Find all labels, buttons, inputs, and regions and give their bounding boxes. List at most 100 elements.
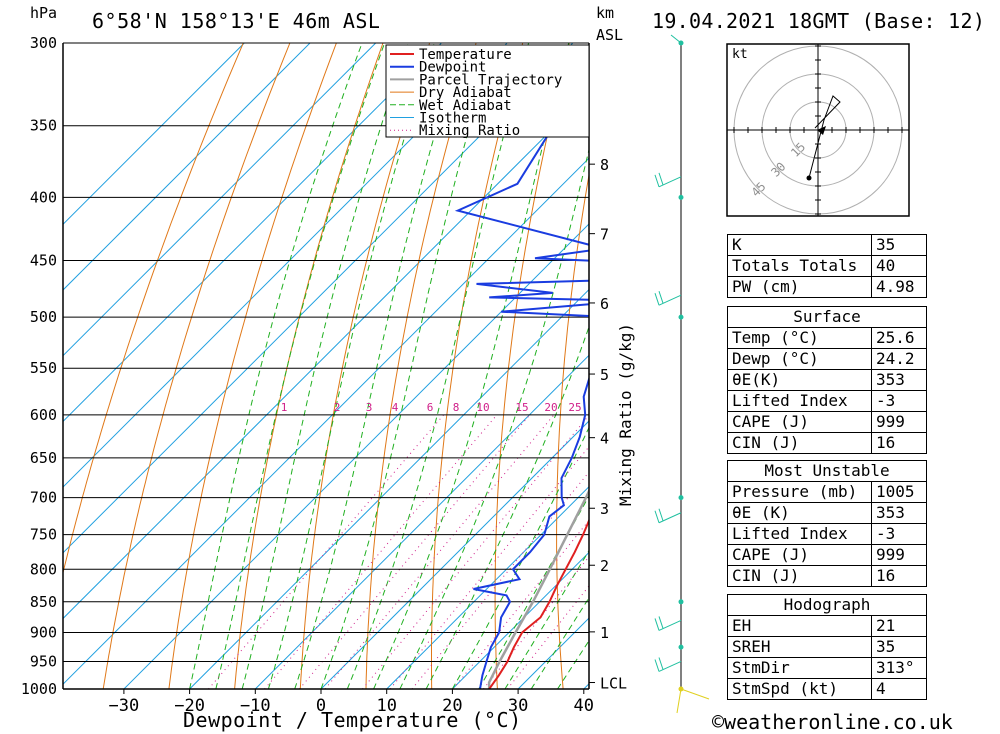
surface-cin-value: 16: [871, 432, 927, 454]
surface-dewp-label: Dewp (°C): [727, 348, 872, 370]
stmspd-value: 4: [871, 678, 927, 700]
sreh-value: 35: [871, 636, 927, 658]
legend-label: Isotherm: [419, 111, 486, 127]
pressure-tick-label: 550: [30, 359, 57, 377]
pressure-unit-label: hPa: [30, 4, 58, 22]
km-tick-label: 1: [600, 624, 609, 642]
surface-row: Lifted Index -3: [727, 390, 927, 412]
km-tick-label: 3: [600, 500, 609, 518]
wet-adiabat-line: [267, 43, 435, 689]
datetime-title: 19.04.2021 18GMT (Base: 12): [652, 9, 986, 33]
mu-thetae-value: 353: [871, 502, 927, 524]
mixing-ratio-label: 8: [453, 401, 460, 414]
pressure-tick-label: 450: [30, 252, 57, 270]
x-tick-label: −10: [240, 696, 271, 716]
legend-label: Dewpoint: [419, 60, 486, 76]
isotherm-line: [254, 354, 589, 689]
wet-adiabat-line: [189, 43, 363, 689]
x-tick-label: 40: [574, 696, 594, 716]
pressure-tick-label: 950: [30, 652, 57, 670]
wind-barb: [670, 34, 682, 44]
surface-cape-label: CAPE (J): [727, 411, 872, 433]
surface-row: Temp (°C) 25.6: [727, 327, 927, 349]
mu-cin-value: 16: [871, 565, 927, 587]
isotherm-line: [63, 157, 589, 685]
stmdir-value: 313°: [871, 657, 927, 679]
km-tick-label: 5: [600, 366, 609, 384]
x-tick-label: −20: [174, 696, 205, 716]
pressure-tick-label: 650: [30, 449, 57, 467]
x-tick-label: 0: [316, 696, 326, 716]
mixing-ratio-line: [389, 445, 589, 689]
isotherm-line: [63, 43, 508, 488]
isotherm-line: [320, 420, 589, 689]
mu-row: Lifted Index -3: [727, 523, 927, 545]
eh-value: 21: [871, 615, 927, 637]
wind-barb: [654, 657, 682, 672]
mixing-ratio-line: [362, 414, 589, 689]
stmdir-label: StmDir: [727, 657, 872, 679]
km-tick-label: 6: [600, 295, 609, 313]
legend-label: Parcel Trajectory: [419, 72, 562, 88]
surface-thetae-value: 353: [871, 369, 927, 391]
asl-unit-label: ASL: [596, 26, 624, 44]
dry-adiabat-line: [102, 43, 291, 689]
mu-pressure-value: 1005: [871, 481, 927, 503]
surface-temp-label: Temp (°C): [727, 327, 872, 349]
sreh-label: SREH: [727, 636, 872, 658]
surface-cape-value: 999: [871, 411, 927, 433]
pressure-tick-label: 900: [30, 623, 57, 641]
pressure-tick-label: 500: [30, 308, 57, 326]
km-tick-label: 7: [600, 226, 609, 244]
pw-value: 4.98: [871, 276, 927, 298]
isotherm-line: [123, 223, 589, 689]
wet-adiabat-line: [294, 43, 463, 689]
wind-barb: [676, 688, 710, 714]
x-axis-title: Dewpoint / Temperature (°C): [183, 708, 522, 732]
x-tick-label: 20: [442, 696, 462, 716]
legend-label: Mixing Ratio: [419, 123, 520, 139]
pressure-tick-label: 600: [30, 406, 57, 424]
isotherm-line: [63, 43, 574, 554]
wind-level-dot: [678, 314, 684, 320]
stmspd-label: StmSpd (kt): [727, 678, 872, 700]
temperature-line: [488, 518, 589, 689]
x-tick-label: −30: [109, 696, 140, 716]
hodo-row: EH 21: [727, 615, 927, 637]
wet-adiabat-line: [320, 43, 494, 689]
legend-label: Temperature: [419, 47, 512, 63]
wind-barb: [654, 172, 682, 188]
pressure-tick-label: 400: [30, 188, 57, 206]
pressure-tick-label: 300: [30, 34, 57, 52]
hodo-row: StmDir 313°: [727, 657, 927, 679]
wind-barb: [654, 616, 682, 631]
surface-table: Surface Temp (°C) 25.6 Dewp (°C) 24.2 θE(K…: [727, 306, 927, 454]
pressure-tick-label: 850: [30, 593, 57, 611]
wind-level-dot: [678, 194, 684, 200]
index-row: Totals Totals 40: [727, 255, 927, 277]
mu-row: θE (K) 353: [727, 502, 927, 524]
mixing-ratio-label: 6: [427, 401, 434, 414]
mixing-ratio-label: 25: [568, 401, 581, 414]
pressure-tick-label: 700: [30, 489, 57, 507]
dry-adiabat-line: [494, 43, 570, 689]
pressure-tick-label: 800: [30, 560, 57, 578]
dewpoint-line: [454, 67, 589, 689]
dry-adiabat-line: [939, 43, 1000, 689]
isotherm-line: [386, 485, 589, 689]
mixing-ratio-label: 15: [515, 401, 528, 414]
legend-label: Dry Adiabat: [419, 85, 512, 101]
isotherm-line: [63, 43, 245, 226]
mu-li-value: -3: [871, 523, 927, 545]
totals-totals-value: 40: [871, 255, 927, 277]
wet-adiabat-line: [241, 43, 409, 689]
k-value: 35: [871, 234, 927, 256]
x-tick-label: 10: [376, 696, 396, 716]
mu-row: Pressure (mb) 1005: [727, 481, 927, 503]
mixing-ratio-line: [264, 414, 498, 689]
legend-label: Wet Adiabat: [419, 98, 512, 114]
copyright-link[interactable]: ©weatheronline.co.uk: [712, 710, 953, 734]
surface-row: CAPE (J) 999: [727, 411, 927, 433]
mixing-ratio-label: 1: [281, 401, 288, 414]
